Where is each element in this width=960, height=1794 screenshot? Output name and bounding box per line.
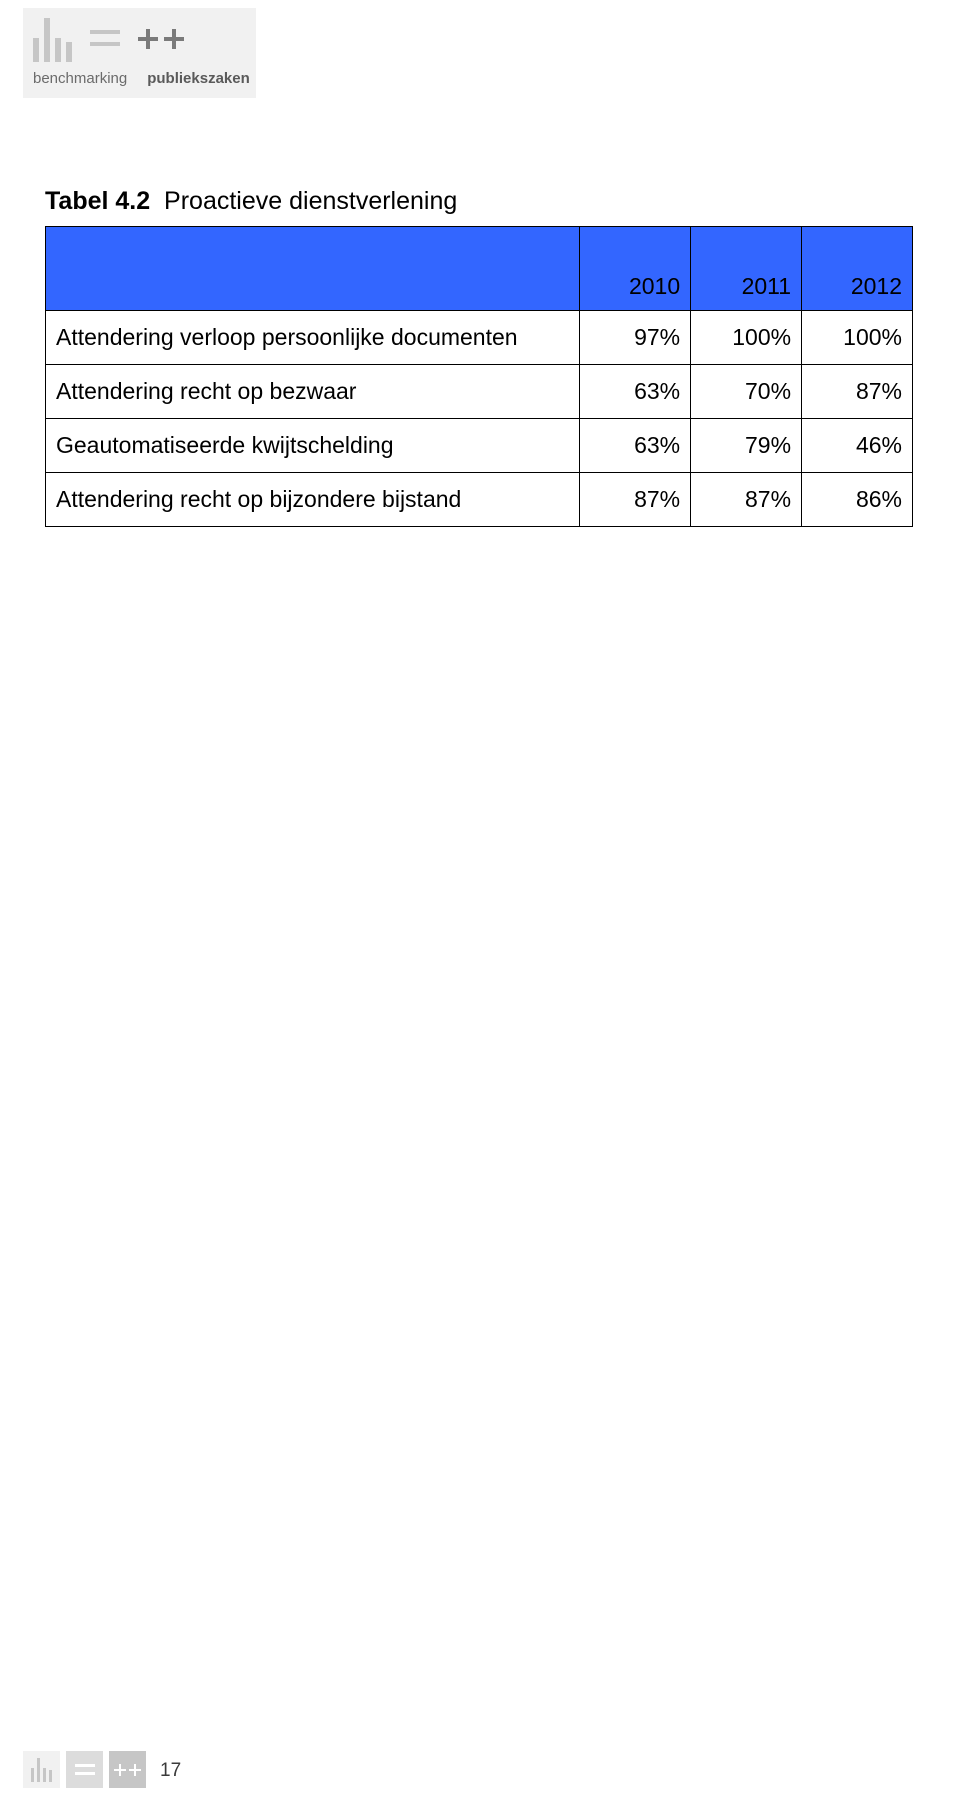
row-value: 87% (691, 473, 802, 527)
table-header-2011: 2011 (691, 227, 802, 311)
footer-equals-icon (66, 1751, 103, 1788)
equals-icon (90, 18, 120, 62)
row-value: 100% (691, 311, 802, 365)
logo-right-label: publiekszaken (147, 70, 250, 87)
row-value: 87% (580, 473, 691, 527)
bars-icon (33, 18, 72, 62)
row-value: 63% (580, 419, 691, 473)
data-table: 2010 2011 2012 Attendering verloop perso… (45, 226, 913, 527)
page: benchmarking publiekszaken Tabel 4.2 Pro… (0, 0, 960, 1794)
table-header-2012: 2012 (802, 227, 913, 311)
page-footer: 17 (23, 1751, 181, 1788)
row-value: 70% (691, 365, 802, 419)
row-value: 46% (802, 419, 913, 473)
table-row: Geautomatiseerde kwijtschelding 63% 79% … (46, 419, 913, 473)
row-value: 63% (580, 365, 691, 419)
page-number: 17 (152, 1760, 181, 1788)
logo-labels: benchmarking publiekszaken (33, 68, 246, 88)
logo-glyphs (33, 18, 246, 62)
logo-left-label: benchmarking (33, 70, 127, 87)
table-row: Attendering recht op bijzondere bijstand… (46, 473, 913, 527)
row-value: 79% (691, 419, 802, 473)
row-label: Attendering verloop persoonlijke documen… (46, 311, 580, 365)
header-logo: benchmarking publiekszaken (23, 8, 256, 98)
footer-plus-icon (109, 1751, 146, 1788)
table-row: Attendering verloop persoonlijke documen… (46, 311, 913, 365)
table-title: Tabel 4.2 Proactieve dienstverlening (45, 187, 457, 216)
row-label: Geautomatiseerde kwijtschelding (46, 419, 580, 473)
table-title-number: Tabel 4.2 (45, 187, 150, 215)
row-value: 86% (802, 473, 913, 527)
row-label: Attendering recht op bezwaar (46, 365, 580, 419)
footer-bars-icon (23, 1751, 60, 1788)
row-value: 100% (802, 311, 913, 365)
row-value: 97% (580, 311, 691, 365)
table-header-2010: 2010 (580, 227, 691, 311)
row-label: Attendering recht op bijzondere bijstand (46, 473, 580, 527)
table-row: Attendering recht op bezwaar 63% 70% 87% (46, 365, 913, 419)
row-value: 87% (802, 365, 913, 419)
plus-plus-icon (138, 18, 184, 62)
table-header-row: 2010 2011 2012 (46, 227, 913, 311)
table-header-blank (46, 227, 580, 311)
table-title-text: Proactieve dienstverlening (164, 187, 457, 215)
